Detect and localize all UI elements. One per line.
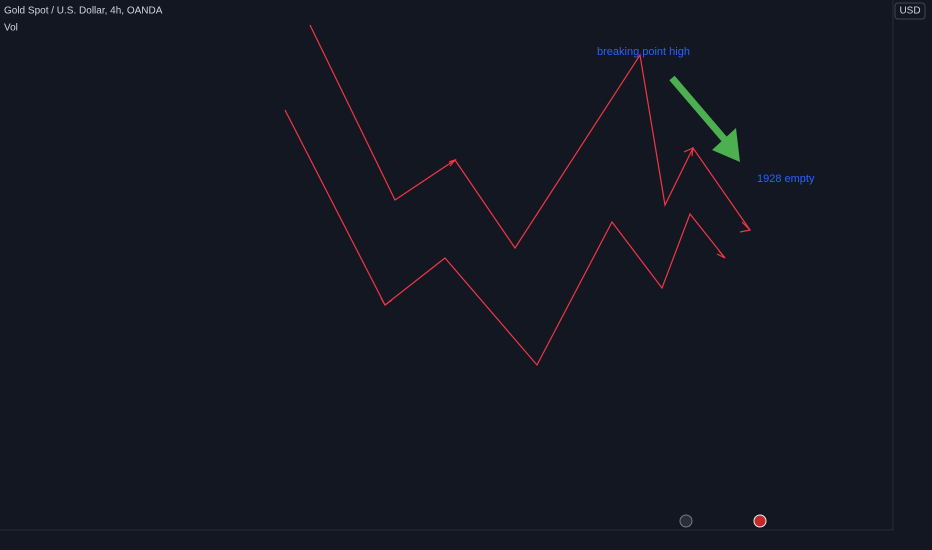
symbol-title: Gold Spot / U.S. Dollar, 4h, OANDA [4,6,163,17]
arrow-shaft [669,75,728,143]
green-arrow [669,75,740,162]
currency[interactable]: USD [899,6,920,17]
zigzag [309,24,751,250]
arrowhead [739,221,752,233]
volume-title: Vol [4,23,18,34]
zigzag [284,109,726,367]
price-axis [893,0,932,550]
arrowhead [716,250,726,259]
event-icon[interactable] [753,514,767,528]
arrow-head [712,128,740,162]
arrowhead [380,297,393,306]
annotation: breaking point high [597,46,690,58]
arrowhead [683,147,694,157]
annotation: 1928 empty [757,173,815,185]
drawings [284,24,752,367]
event-icon[interactable] [679,514,693,528]
arrowhead [448,158,457,167]
currency-button[interactable] [894,2,926,20]
